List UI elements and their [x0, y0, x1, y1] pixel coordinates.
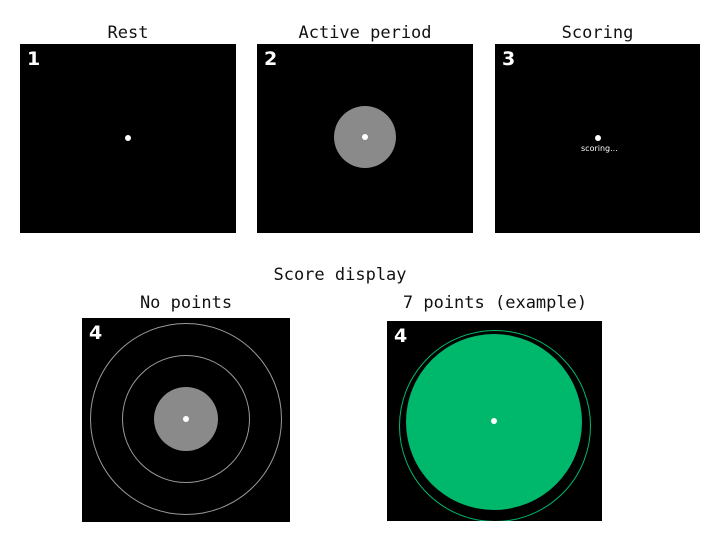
panel-4-title: No points	[82, 293, 290, 313]
scoring-status-text: scoring...	[581, 144, 618, 153]
panel-5-title: 7 points (example)	[380, 293, 610, 313]
fixation-dot	[183, 416, 189, 422]
panel-number: 2	[264, 48, 277, 70]
rest-panel: 1	[20, 44, 236, 233]
fixation-dot	[125, 135, 131, 141]
fixation-dot	[362, 134, 368, 140]
scoring-panel: 3 scoring...	[495, 44, 700, 233]
panel-number: 4	[89, 322, 102, 344]
fixation-dot	[595, 135, 601, 141]
panel-3-title: Scoring	[495, 23, 700, 43]
no-points-panel: 4	[82, 318, 290, 522]
panel-1-title: Rest	[20, 23, 236, 43]
panel-2-title: Active period	[257, 23, 473, 43]
panel-number: 1	[27, 48, 40, 70]
panel-number: 4	[394, 325, 407, 347]
active-period-panel: 2	[257, 44, 473, 233]
seven-points-panel: 4	[387, 321, 602, 521]
panel-number: 3	[502, 48, 515, 70]
section-title: Score display	[240, 265, 440, 285]
fixation-dot	[491, 418, 497, 424]
